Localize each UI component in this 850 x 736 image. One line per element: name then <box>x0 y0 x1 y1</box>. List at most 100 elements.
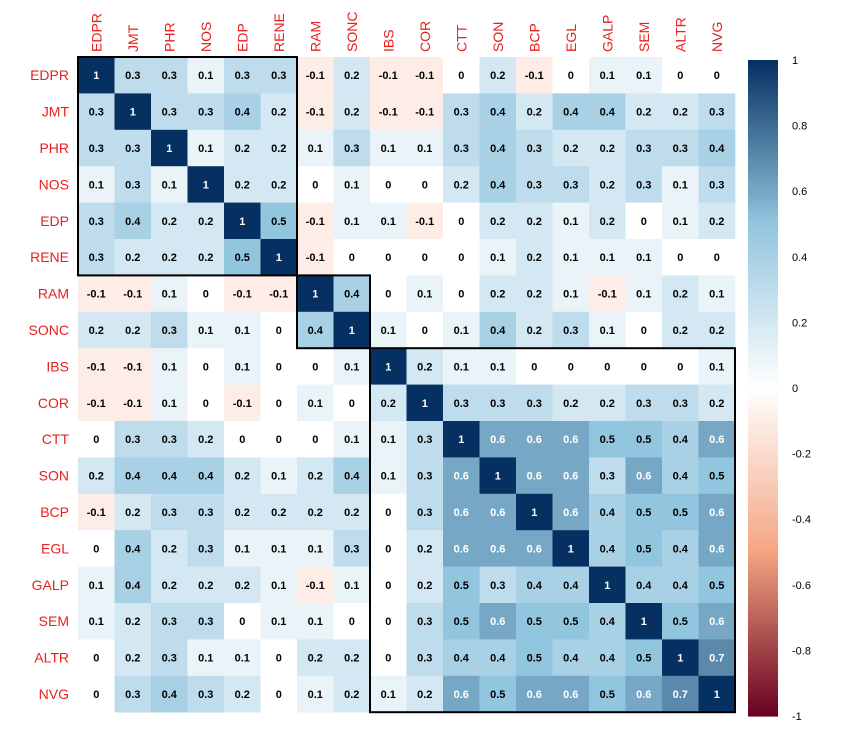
colorbar-segment <box>748 69 778 74</box>
colorbar-segment <box>748 319 778 323</box>
cell-value: 0.4 <box>235 107 251 119</box>
cell-PHR-PHR <box>151 129 188 167</box>
colorbar-segment <box>748 368 778 373</box>
cell-EDPR-EGL <box>552 57 590 94</box>
cell-BCP-JMT <box>114 493 152 531</box>
cell-SON-EDP <box>224 457 261 495</box>
cell-PHR-COR <box>406 129 444 167</box>
colorbar-segment <box>748 315 778 320</box>
cell-value: 0.2 <box>344 107 359 119</box>
cell-value: 0.5 <box>636 543 651 555</box>
cell-ALTR-EGL <box>552 639 590 677</box>
cell-IBS-JMT <box>114 348 152 385</box>
cell-value: 0 <box>349 398 355 410</box>
colorbar-segment <box>748 663 778 668</box>
colorbar-segment <box>748 529 778 533</box>
colorbar-segment <box>748 115 778 120</box>
colorbar-segment <box>748 473 778 478</box>
colorbar-segment <box>748 246 778 251</box>
cell-SON-JMT <box>114 457 152 495</box>
cell-value: 0.5 <box>709 471 724 483</box>
column-label: EDPR <box>88 13 104 52</box>
cell-value: 0.1 <box>89 580 104 592</box>
cell-value: 0.1 <box>344 179 359 191</box>
cell-NVG-SEM <box>625 675 663 713</box>
colorbar-segment <box>748 460 778 465</box>
cell-RENE-ALTR <box>662 239 699 276</box>
colorbar-segment <box>748 191 778 196</box>
cell-EDPR-RAM <box>297 57 334 94</box>
cell-BCP-PHR <box>151 493 188 531</box>
cell-value: 0 <box>312 361 318 373</box>
row-label: RAM <box>38 286 69 302</box>
cell-COR-BCP <box>516 384 553 422</box>
cell-SEM-IBS <box>370 603 407 640</box>
cell-value: 0.2 <box>600 398 615 410</box>
colorbar-segment <box>748 214 778 219</box>
cell-ALTR-SEM <box>625 639 663 677</box>
cell-COR-SONC <box>333 384 371 422</box>
cell-value: 0.3 <box>636 398 651 410</box>
heatmap-cells <box>78 57 736 713</box>
cell-GALP-SON <box>479 566 517 604</box>
cell-value: 0.1 <box>308 616 323 628</box>
colorbar-segment <box>748 410 778 415</box>
cell-BCP-SEM <box>625 493 663 531</box>
cell-value: 0 <box>458 70 464 82</box>
cell-RAM-RENE <box>260 275 298 313</box>
cell-EDPR-BCP <box>516 57 553 94</box>
colorbar-segment <box>748 653 778 658</box>
colorbar-segment <box>748 604 778 609</box>
cell-value: 0.3 <box>89 107 104 119</box>
cell-SONC-JMT <box>114 311 152 349</box>
cell-value: 0.1 <box>344 361 359 373</box>
cell-value: 0 <box>312 179 318 191</box>
colorbar-segment <box>748 253 778 258</box>
cell-value: -0.1 <box>87 361 106 373</box>
colorbar-segment <box>748 374 778 379</box>
cell-value: 0.2 <box>600 143 615 155</box>
cell-COR-JMT <box>114 384 152 422</box>
cell-EGL-GALP <box>589 530 626 567</box>
cell-CTT-COR <box>406 421 444 458</box>
cell-value: 0.2 <box>527 252 542 264</box>
colorbar-segment <box>748 299 778 304</box>
cell-EGL-JMT <box>114 530 152 567</box>
cell-value: 0 <box>93 543 99 555</box>
colorbar-segment <box>748 342 778 346</box>
cell-COR-ALTR <box>662 384 699 422</box>
cell-EDPR-RENE <box>260 57 298 94</box>
cell-IBS-SONC <box>333 348 371 385</box>
cell-GALP-JMT <box>114 566 152 604</box>
colorbar-segment <box>748 712 778 717</box>
cell-EDP-RENE <box>260 202 298 240</box>
cell-value: 0.1 <box>344 216 359 228</box>
colorbar-segment <box>748 420 778 425</box>
cell-value: 0.2 <box>235 580 250 592</box>
cell-SEM-CTT <box>443 603 480 640</box>
cell-RENE-SEM <box>625 239 663 276</box>
cell-value: 0 <box>641 325 647 337</box>
cell-value: 0.2 <box>308 653 323 665</box>
cell-value: 0.5 <box>600 434 615 446</box>
cell-value: 0 <box>203 289 209 301</box>
cell-value: 0 <box>385 252 391 264</box>
colorbar-segment <box>748 132 778 137</box>
colorbar-tick-label: -0.4 <box>792 514 811 526</box>
row-label: RENE <box>30 249 69 265</box>
colorbar-segment <box>748 361 778 366</box>
column-label: EGL <box>563 24 579 52</box>
cell-GALP-SEM <box>625 566 663 604</box>
column-label: EDP <box>234 23 250 52</box>
colorbar-segment <box>748 614 778 619</box>
cell-value: 0.1 <box>235 361 250 373</box>
cell-SON-COR <box>406 457 444 495</box>
cell-NVG-RAM <box>297 675 334 713</box>
cell-NVG-PHR <box>151 675 188 713</box>
cell-CTT-IBS <box>370 421 407 458</box>
colorbar-tick-label: 1 <box>792 55 798 67</box>
cell-EDP-GALP <box>589 202 626 240</box>
cell-NVG-NOS <box>187 675 225 713</box>
cell-RAM-BCP <box>516 275 553 313</box>
colorbar-segment <box>748 128 778 133</box>
